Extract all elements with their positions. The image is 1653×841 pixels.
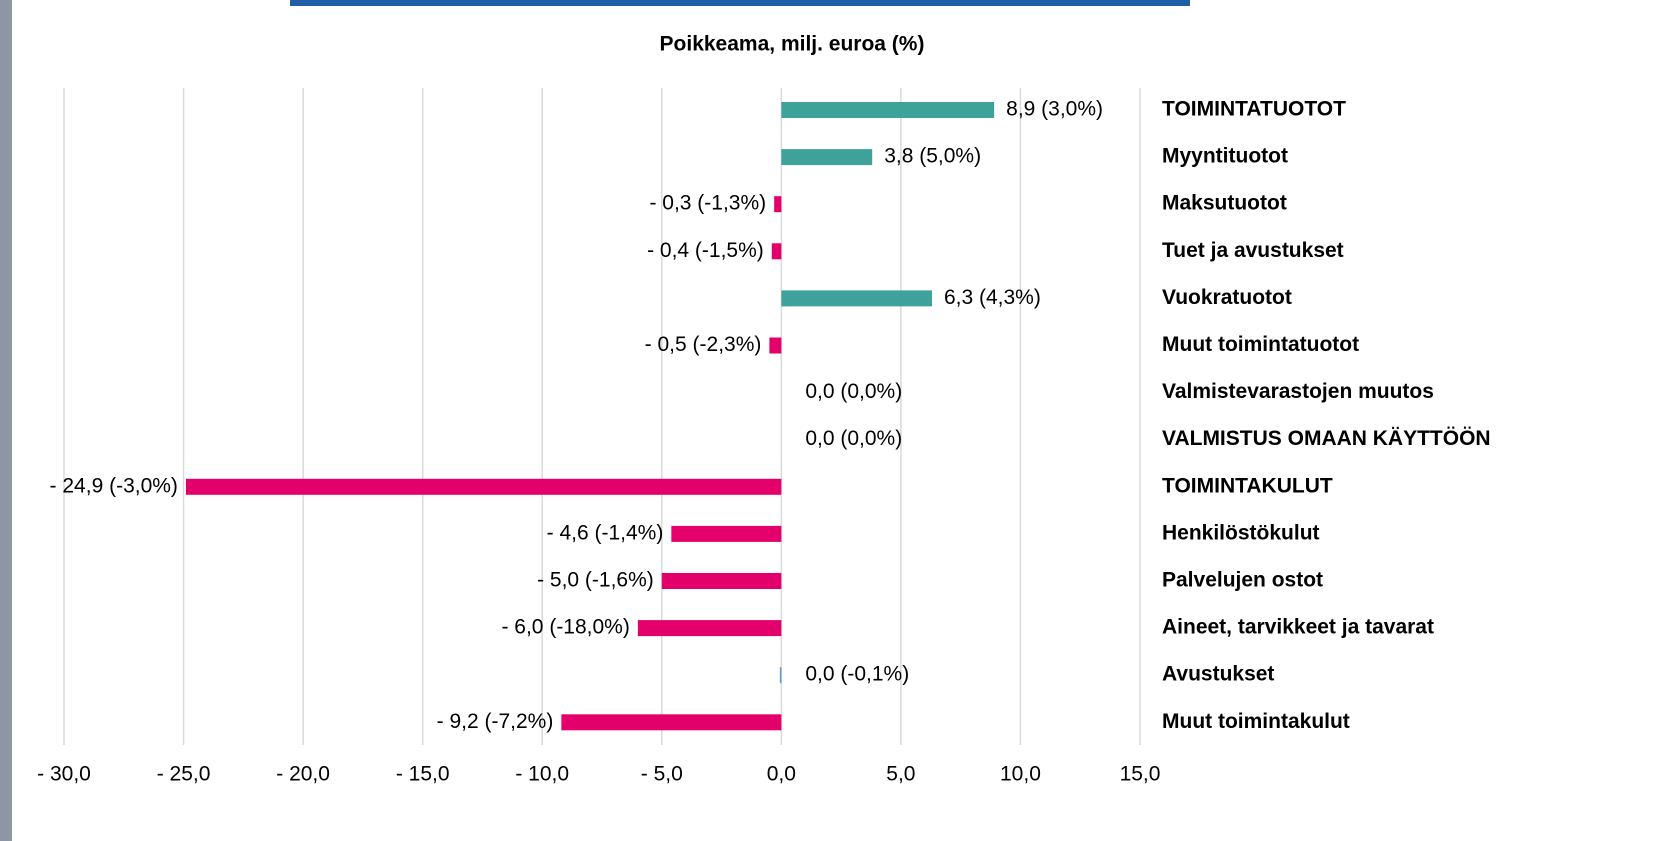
bar — [774, 196, 781, 212]
bar — [781, 149, 872, 165]
category-label: Aineet, tarvikkeet ja tavarat — [1162, 616, 1434, 639]
bar — [671, 526, 781, 542]
category-label: Avustukset — [1162, 663, 1274, 686]
page: Poikkeama, milj. euroa (%) - 30,0 - 25,0 -… — [0, 0, 1653, 841]
value-label: 8,9 (3,0%) — [1006, 98, 1103, 121]
category-label: Valmistevarastojen muutos — [1162, 380, 1434, 403]
value-label: - 24,9 (-3,0%) — [50, 474, 178, 497]
category-label: Muut toimintakulut — [1162, 710, 1350, 733]
bar — [638, 620, 781, 636]
value-label: 0,0 (0,0%) — [805, 427, 902, 450]
category-label: Palvelujen ostot — [1162, 569, 1323, 592]
category-label: Tuet ja avustukset — [1162, 239, 1344, 262]
bar — [769, 338, 781, 354]
x-tick-label: - 20,0 — [276, 763, 330, 786]
x-tick-label: - 25,0 — [157, 763, 211, 786]
bar — [781, 290, 932, 306]
x-tick-label: 5,0 — [886, 763, 915, 786]
header-strip — [290, 0, 1190, 6]
category-label: Maksutuotot — [1162, 192, 1287, 215]
value-label: 6,3 (4,3%) — [944, 286, 1041, 309]
x-tick-label: 10,0 — [1000, 763, 1041, 786]
chart-title: Poikkeama, milj. euroa (%) — [660, 33, 925, 56]
value-label: - 6,0 (-18,0%) — [501, 616, 629, 639]
x-tick-label: - 10,0 — [515, 763, 569, 786]
x-tick-label: - 5,0 — [641, 763, 683, 786]
category-label: Vuokratuotot — [1162, 286, 1292, 309]
bar — [561, 714, 781, 730]
x-tick-label: - 15,0 — [396, 763, 450, 786]
value-label: - 0,3 (-1,3%) — [649, 192, 766, 215]
x-tick-label: 0,0 — [767, 763, 796, 786]
category-label: TOIMINTATUOTOT — [1162, 98, 1346, 121]
category-label: TOIMINTAKULUT — [1162, 474, 1333, 497]
value-label: 0,0 (0,0%) — [805, 380, 902, 403]
bar — [186, 479, 781, 495]
category-label: Muut toimintatuotot — [1162, 333, 1359, 356]
value-label: 3,8 (5,0%) — [884, 145, 981, 168]
value-label: 0,0 (-0,1%) — [805, 663, 909, 686]
category-label: VALMISTUS OMAAN KÄYTTÖÖN — [1162, 427, 1491, 450]
value-label: - 4,6 (-1,4%) — [547, 521, 664, 544]
x-tick-label: 15,0 — [1120, 763, 1161, 786]
category-label: Myyntituotot — [1162, 145, 1288, 168]
value-label: - 0,4 (-1,5%) — [647, 239, 764, 262]
bar — [772, 243, 782, 259]
chart: Poikkeama, milj. euroa (%) - 30,0 - 25,0 -… — [0, 0, 1653, 841]
category-label: Henkilöstökulut — [1162, 521, 1320, 544]
bar — [781, 102, 994, 118]
value-label: - 0,5 (-2,3%) — [645, 333, 762, 356]
x-tick-label: - 30,0 — [37, 763, 91, 786]
value-label: - 9,2 (-7,2%) — [437, 710, 554, 733]
background-strip — [0, 0, 12, 841]
value-label: - 5,0 (-1,6%) — [537, 569, 654, 592]
bar — [662, 573, 782, 589]
bar — [780, 667, 782, 683]
